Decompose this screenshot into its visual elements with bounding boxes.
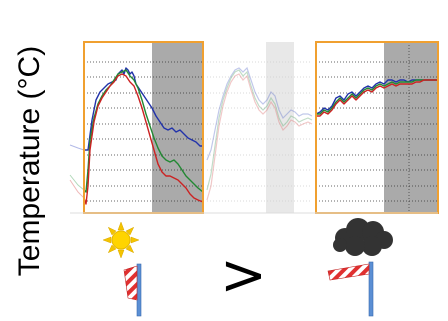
series-line-green: [84, 69, 203, 193]
left-edge-traces: [69, 144, 85, 199]
faded-line-red: [206, 73, 313, 201]
faded-line-green: [206, 69, 313, 191]
comparison-symbol: >: [220, 243, 267, 308]
panel-middle-faded: [206, 42, 313, 213]
windsock-icon: [123, 263, 142, 317]
night-shade: [384, 42, 438, 213]
cloud-icon: [333, 218, 393, 256]
series-line-green: [316, 79, 438, 115]
panel-cloudy: [315, 41, 439, 214]
windsock-icon: [327, 261, 374, 317]
night-shade: [152, 42, 203, 213]
sun-icon: [102, 221, 140, 259]
series-line-red: [84, 73, 203, 205]
series-line-red: [316, 79, 438, 117]
series-line-blue: [84, 67, 203, 151]
panel-sunny: [83, 41, 204, 214]
faded-line-blue: [206, 66, 313, 161]
grid-lines: [316, 42, 438, 213]
